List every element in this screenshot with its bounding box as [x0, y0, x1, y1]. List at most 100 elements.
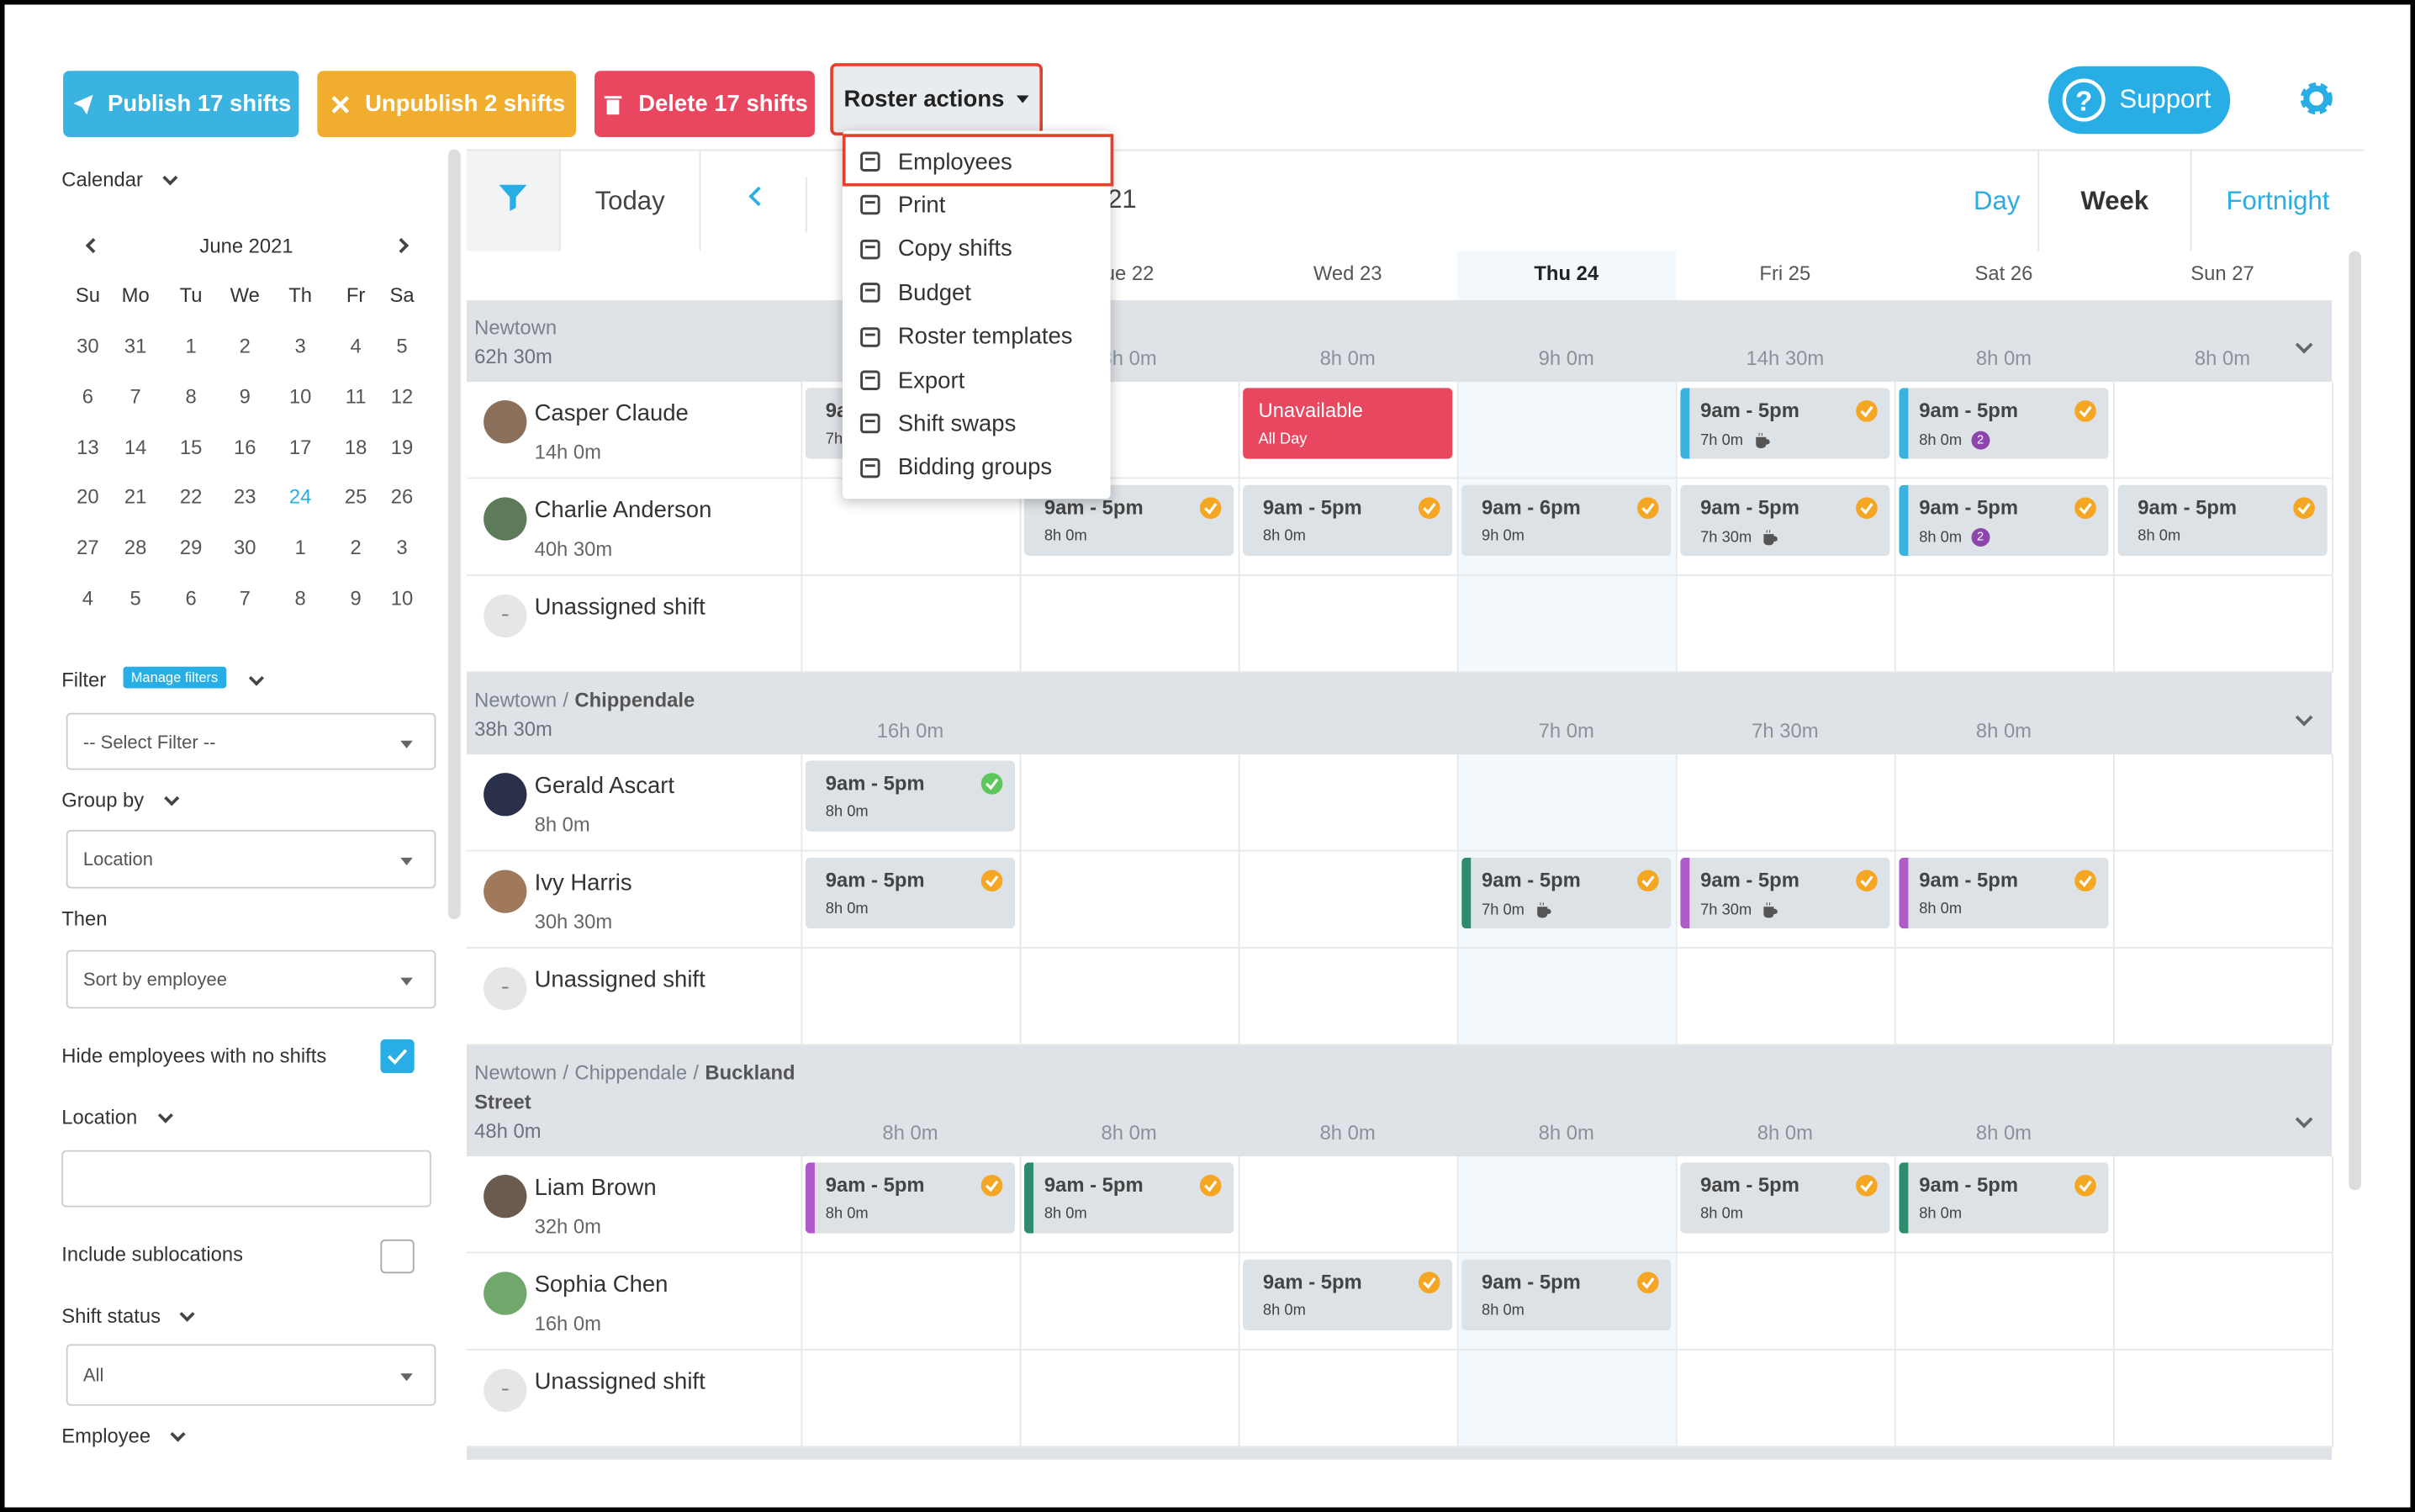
shift-card[interactable]: 9am - 5pm 7h 30m	[1680, 857, 1890, 929]
shift-card[interactable]: 9am - 5pm 7h 0m	[1680, 388, 1890, 459]
employee-name[interactable]: Ivy Harris	[534, 870, 632, 896]
employee-name[interactable]: Casper Claude	[534, 400, 689, 427]
shift-card[interactable]: 9am - 5pm 8h 0m 2	[1899, 388, 2109, 459]
location-input[interactable]	[61, 1150, 431, 1208]
calendar-day[interactable]: 7	[129, 384, 141, 408]
shift-card[interactable]: 9am - 5pm 8h 0m	[1899, 857, 2109, 929]
calendar-day[interactable]: 8	[294, 586, 306, 611]
menu-item[interactable]: Export	[843, 359, 1111, 402]
calendar-day[interactable]: 2	[239, 334, 251, 357]
publish-button[interactable]: Publish 17 shifts	[63, 71, 299, 137]
calendar-day[interactable]: 19	[390, 435, 414, 458]
calendar-day[interactable]: 17	[288, 435, 312, 458]
calendar-day[interactable]: 16	[233, 435, 256, 458]
prev-month[interactable]	[85, 237, 101, 254]
employee-name[interactable]: Unassigned shift	[534, 966, 705, 993]
select[interactable]: Location	[66, 829, 436, 889]
menu-item[interactable]: Shift swaps	[843, 403, 1111, 446]
roster-actions-button[interactable]: Roster actions	[830, 63, 1044, 136]
calendar-day[interactable]: 9	[350, 586, 362, 611]
calendar-day[interactable]: 7	[239, 586, 251, 611]
calendar-day[interactable]: 5	[396, 334, 408, 357]
calendar-day[interactable]: 2	[350, 536, 362, 559]
view-tab[interactable]: Day	[1974, 185, 2021, 215]
menu-item[interactable]: Print	[843, 184, 1111, 227]
employee-name[interactable]: Unassigned shift	[534, 1368, 705, 1395]
select[interactable]: -- Select Filter --	[66, 712, 436, 770]
view-tab[interactable]: Week	[2037, 151, 2190, 251]
calendar-day[interactable]: 31	[124, 334, 147, 357]
calendar-day[interactable]: 9	[239, 384, 251, 408]
calendar-day[interactable]: 5	[129, 586, 141, 611]
calendar-day[interactable]: 14	[124, 435, 147, 458]
calendar-day[interactable]: 13	[77, 435, 99, 458]
select[interactable]: Sort by employee	[66, 949, 436, 1009]
menu-item[interactable]: Bidding groups	[843, 447, 1111, 489]
manage-filters[interactable]: Manage filters	[123, 666, 226, 689]
calendar-day[interactable]: 24	[288, 485, 312, 509]
select[interactable]: All	[66, 1344, 436, 1406]
support-button[interactable]: ? Support	[2048, 66, 2231, 135]
employee-name[interactable]: Sophia Chen	[534, 1271, 668, 1298]
calendar-day[interactable]: 15	[179, 435, 203, 458]
calendar-day[interactable]: 21	[124, 485, 147, 509]
checkbox[interactable]	[380, 1039, 415, 1074]
shift-card[interactable]: 9am - 5pm 8h 0m	[1024, 1162, 1234, 1234]
shift-hours: 8h 0m	[1263, 528, 1306, 545]
calendar-day[interactable]: 29	[179, 536, 203, 559]
menu-item[interactable]: Budget	[843, 272, 1111, 315]
menu-item[interactable]: Roster templates	[843, 315, 1111, 358]
shift-card[interactable]: 9am - 5pm 8h 0m	[2117, 484, 2328, 556]
calendar-day[interactable]: 25	[344, 485, 367, 509]
calendar-day[interactable]: 8	[185, 384, 197, 408]
calendar-day[interactable]: 6	[82, 384, 94, 408]
calendar-day[interactable]: 26	[390, 485, 414, 509]
calendar-day[interactable]: 3	[396, 536, 408, 559]
calendar-day[interactable]: 6	[185, 586, 197, 611]
shift-card[interactable]: 9am - 5pm 8h 0m	[1243, 484, 1453, 556]
next-month[interactable]	[394, 237, 410, 254]
calendar-day[interactable]: 4	[82, 586, 94, 611]
checkbox[interactable]	[380, 1239, 415, 1274]
shift-card[interactable]: 9am - 5pm 8h 0m	[1461, 1259, 1672, 1330]
shift-card[interactable]: 9am - 5pm 8h 0m	[1243, 1259, 1453, 1330]
employee-name[interactable]: Liam Brown	[534, 1175, 657, 1202]
view-tab[interactable]: Fortnight	[2190, 151, 2365, 251]
calendar-day[interactable]: 30	[233, 536, 256, 559]
calendar-day[interactable]: 18	[344, 435, 367, 458]
calendar-day[interactable]: 12	[390, 384, 414, 408]
unpublish-button[interactable]: Unpublish 2 shifts	[317, 71, 577, 137]
shift-card[interactable]: 9am - 5pm 8h 0m	[805, 760, 1016, 832]
shift-card[interactable]: 9am - 5pm 7h 0m	[1461, 857, 1672, 929]
calendar-day[interactable]: 28	[124, 536, 147, 559]
delete-button[interactable]: Delete 17 shifts	[595, 71, 815, 137]
calendar-day[interactable]: 20	[77, 485, 99, 509]
employee-name[interactable]: Unassigned shift	[534, 594, 705, 621]
calendar-day[interactable]: 11	[345, 384, 367, 408]
calendar-day[interactable]: 10	[288, 384, 312, 408]
calendar-day[interactable]: 1	[185, 334, 197, 357]
calendar-day[interactable]: 30	[77, 334, 99, 357]
calendar-day[interactable]: 27	[77, 536, 99, 559]
prev-week[interactable]	[748, 186, 769, 207]
shift-card[interactable]: Unavailable All Day	[1243, 388, 1453, 459]
calendar-day[interactable]: 10	[390, 586, 414, 611]
calendar-day[interactable]: 22	[179, 485, 203, 509]
shift-card[interactable]: 9am - 5pm 7h 30m	[1680, 484, 1890, 556]
employee-name[interactable]: Gerald Ascart	[534, 773, 675, 800]
menu-item[interactable]: Copy shifts	[843, 228, 1111, 271]
shift-card[interactable]: 9am - 5pm 8h 0m	[1024, 484, 1234, 556]
shift-card[interactable]: 9am - 5pm 8h 0m 2	[1899, 484, 2109, 556]
shift-card[interactable]: 9am - 6pm 9h 0m	[1461, 484, 1672, 556]
calendar-day[interactable]: 1	[294, 536, 306, 559]
employee-name[interactable]: Charlie Anderson	[534, 497, 712, 524]
shift-card[interactable]: 9am - 5pm 8h 0m	[1680, 1162, 1890, 1234]
shift-card[interactable]: 9am - 5pm 8h 0m	[805, 1162, 1016, 1234]
shift-card[interactable]: 9am - 5pm 8h 0m	[1899, 1162, 2109, 1234]
calendar-day[interactable]: 4	[350, 334, 362, 357]
today-button[interactable]: Today	[558, 151, 701, 251]
menu-item[interactable]: Employees	[842, 134, 1114, 187]
shift-card[interactable]: 9am - 5pm 8h 0m	[805, 857, 1016, 929]
calendar-day[interactable]: 3	[294, 334, 306, 357]
calendar-day[interactable]: 23	[233, 485, 256, 509]
